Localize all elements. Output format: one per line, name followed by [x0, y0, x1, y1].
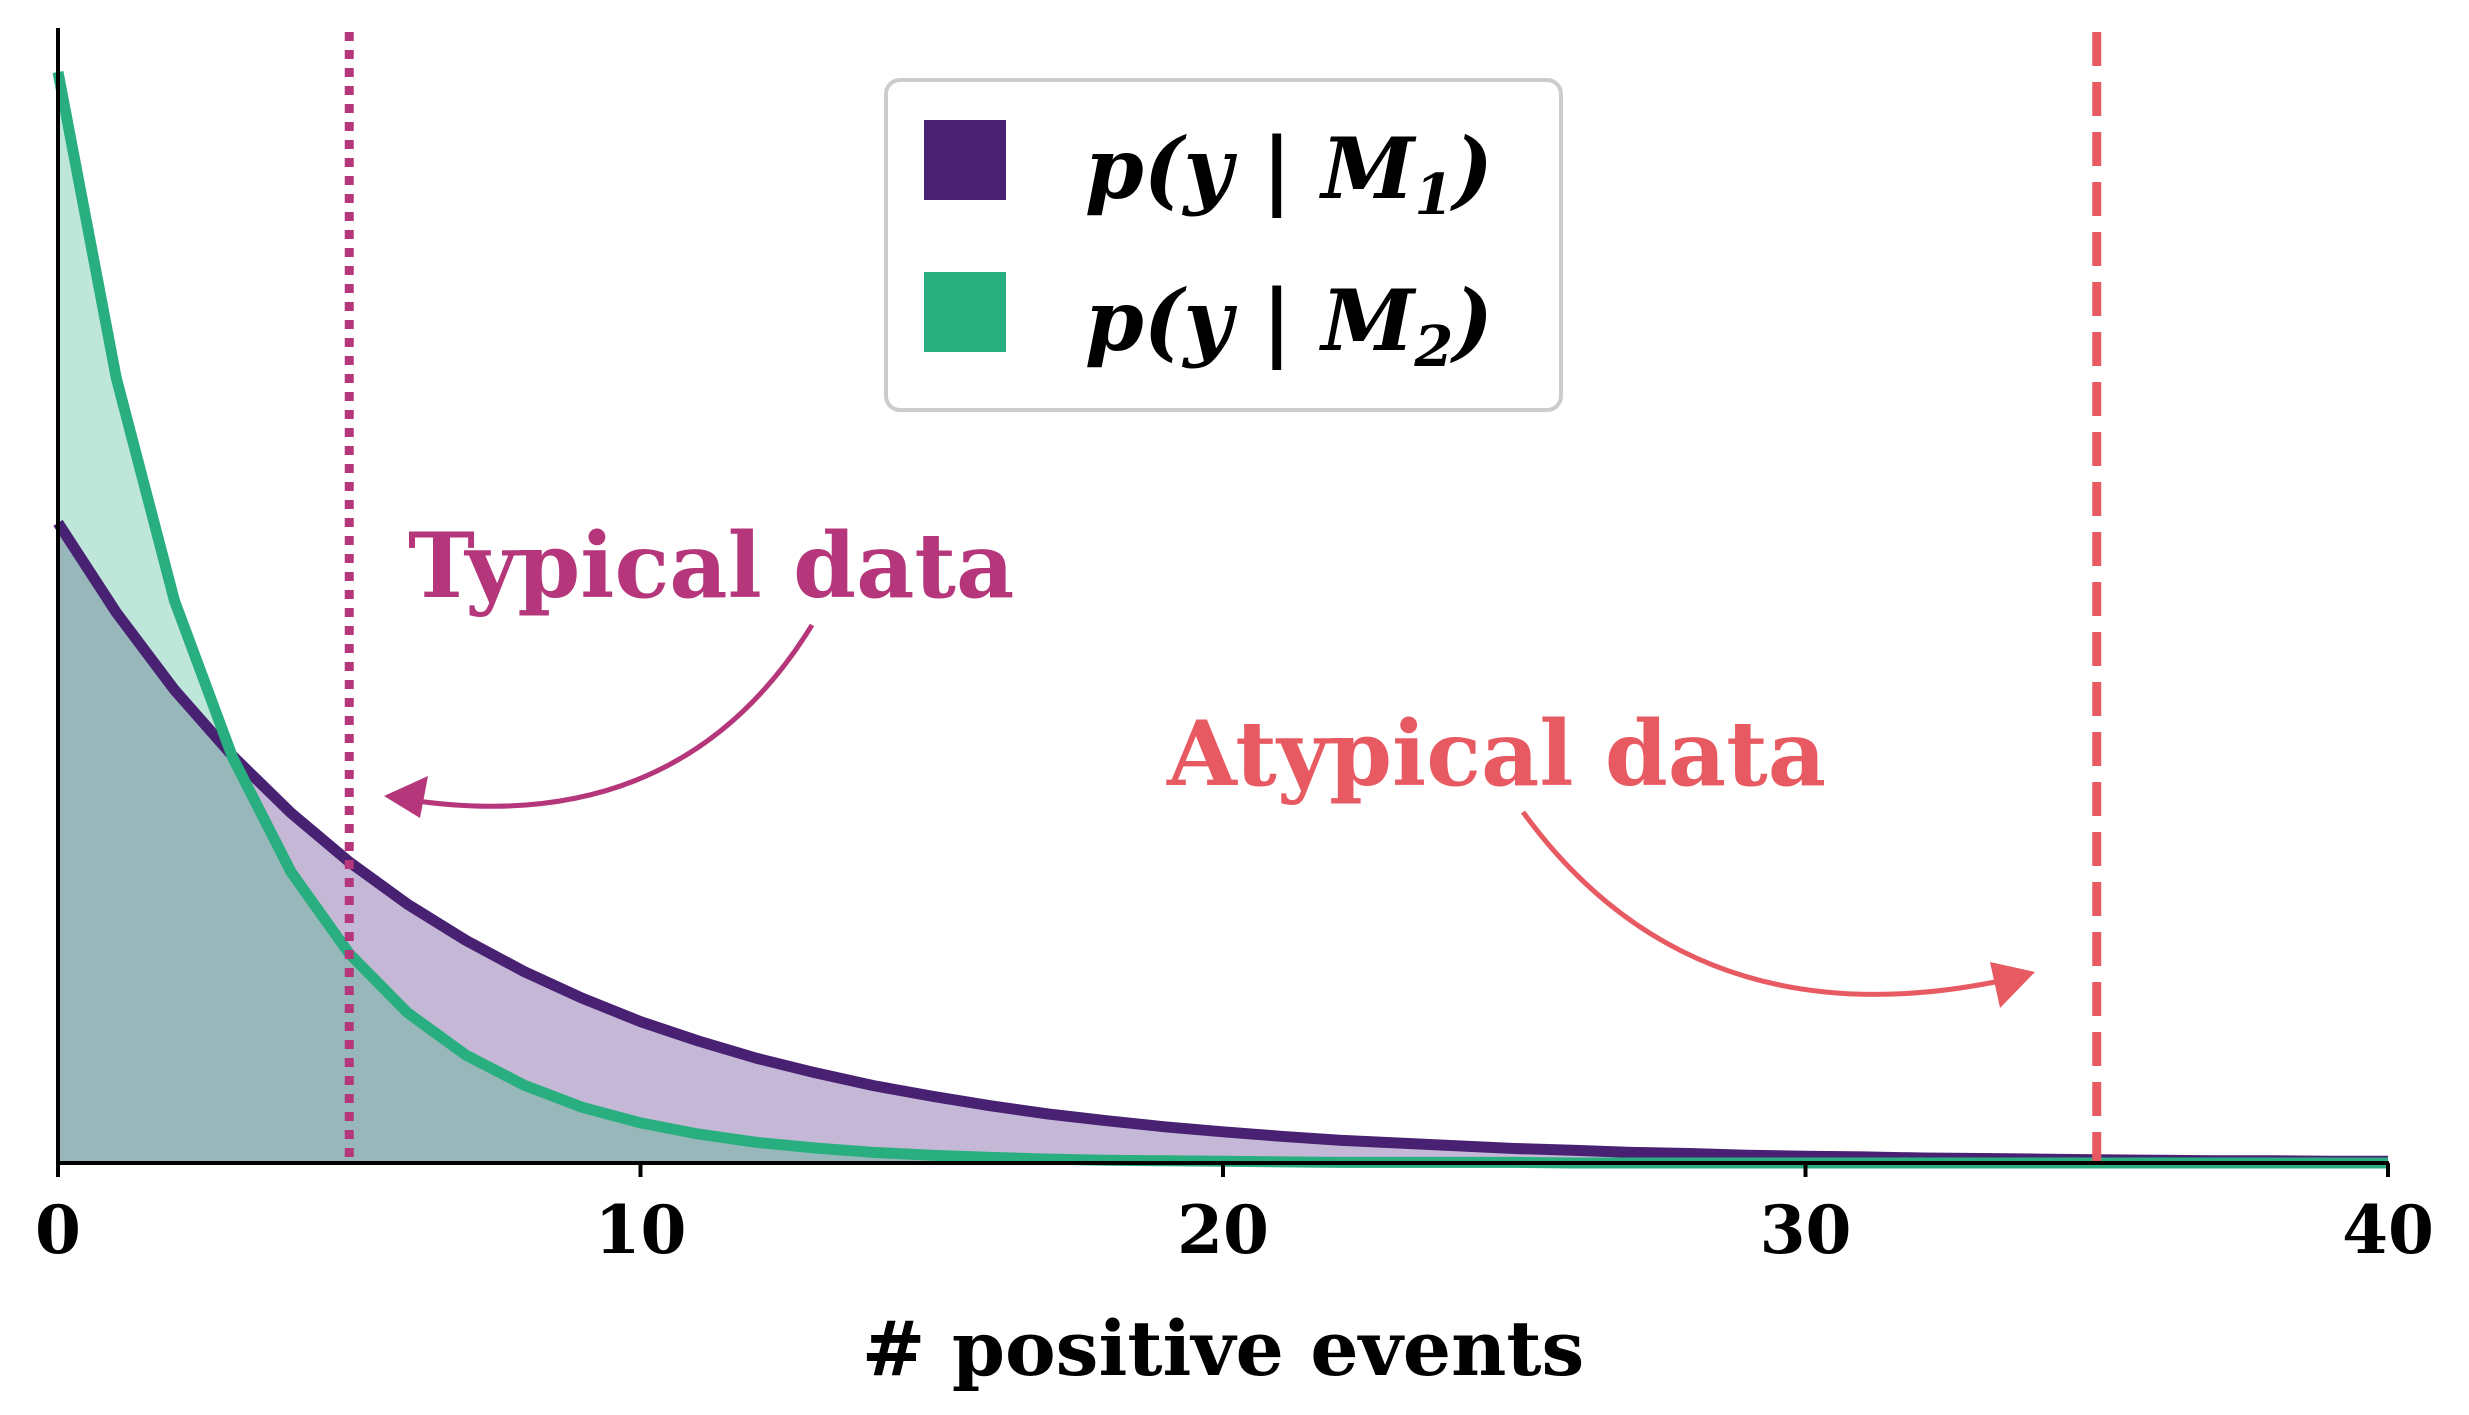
- x-tick-label: 0: [35, 1191, 81, 1269]
- x-tick-label: 20: [1177, 1191, 1269, 1269]
- atypical-data-arrowhead: [1990, 962, 2035, 1008]
- x-tick-label: 40: [2342, 1191, 2434, 1269]
- typical-data-arrowhead: [384, 776, 428, 818]
- typical-data-annotation: Typical data: [408, 513, 1014, 619]
- x-axis-label: # positive events: [862, 1304, 1585, 1393]
- legend-label-m1: p(y | M1): [1085, 119, 1493, 228]
- x-tick-label: 30: [1760, 1191, 1852, 1269]
- area-fills: [58, 72, 2388, 1163]
- legend-label-m2: p(y | M2): [1085, 271, 1493, 380]
- typical-data-arrow: [409, 623, 815, 809]
- x-ticks: 0 10 20 30 40: [35, 1163, 2434, 1269]
- atypical-data-arrow: [1520, 810, 1996, 997]
- legend: p(y | M1) p(y | M2): [884, 78, 1563, 412]
- legend-swatch-m2: [924, 272, 1006, 352]
- area-fill-overlap: [58, 522, 2388, 1163]
- atypical-data-annotation: Atypical data: [1166, 701, 1826, 807]
- x-tick-label: 10: [595, 1191, 687, 1269]
- legend-swatch-m1: [924, 120, 1006, 200]
- legend-frame: [884, 78, 1563, 412]
- reference-lines: [344, 32, 2102, 1163]
